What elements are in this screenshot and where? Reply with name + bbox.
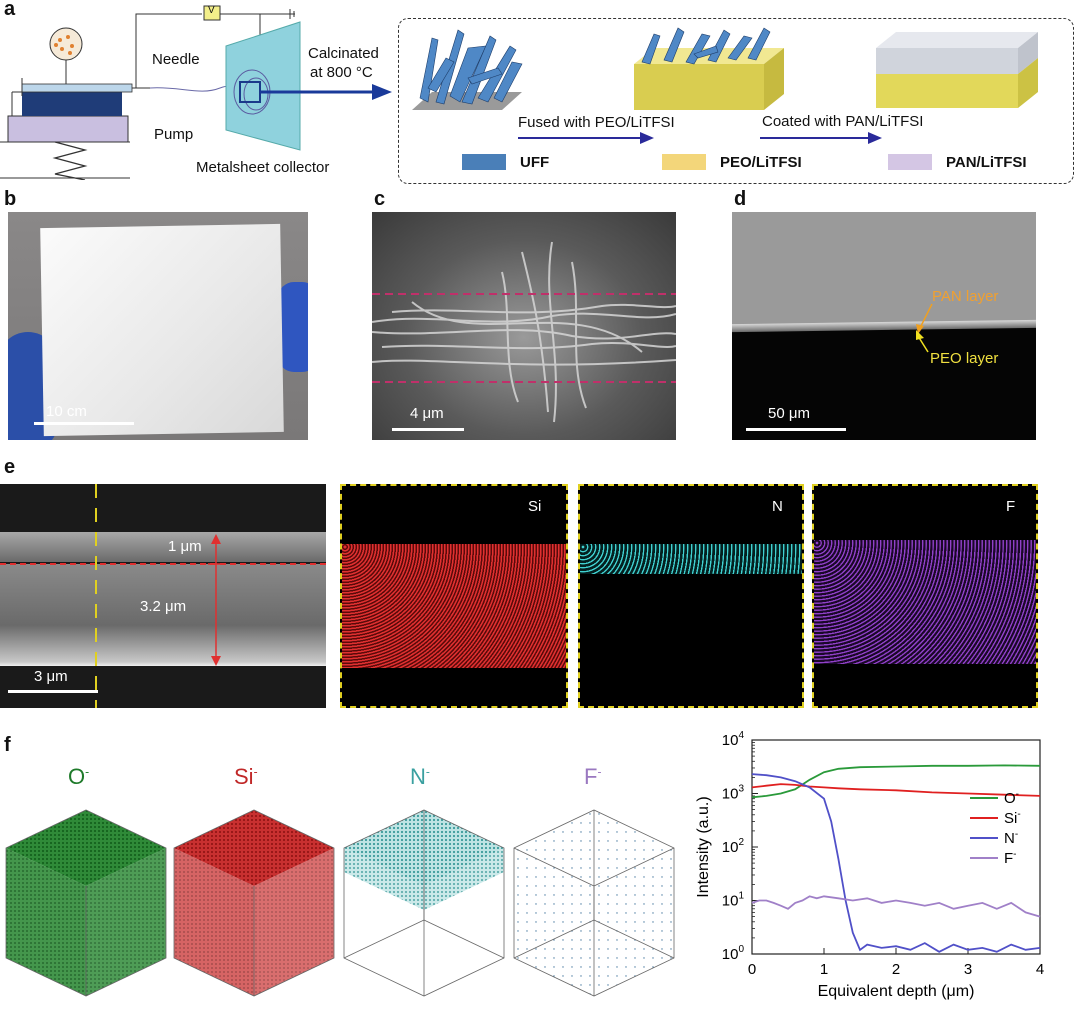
pan-layer-label: PAN layer [932, 288, 999, 305]
x-tick-label: 0 [748, 961, 756, 978]
x-tick-label: 2 [892, 961, 900, 978]
legend-label-f: F- [1004, 849, 1017, 867]
voltage-label: V [208, 5, 215, 16]
y-tick-label: 104 [722, 730, 745, 749]
cube-label-o: O- [68, 764, 90, 789]
cube-label-f: F- [584, 764, 602, 789]
cube-f [513, 809, 675, 997]
pan-layer-e [0, 532, 326, 562]
panel-label-e: e [4, 456, 16, 478]
sem-cross-section-d: PAN layer PEO layer 50 μm [732, 212, 1036, 440]
eds-map-si: Si [340, 484, 568, 708]
step2-label: Coated with PAN/LiTFSI [762, 113, 924, 130]
sem-fibers-c [372, 241, 676, 423]
panel-label-a: a [4, 0, 16, 20]
electrospinning-setup-diagram [0, 5, 392, 180]
y-tick-label: 101 [722, 891, 745, 910]
sem-fiber-image: 4 μm [372, 212, 676, 440]
membrane-photo: 10 cm [8, 212, 308, 440]
panel-label-d: d [734, 188, 747, 210]
eds-map-f: F [812, 484, 1038, 708]
scale-label-c: 4 μm [410, 405, 444, 422]
scale-label-e: 3 μm [34, 668, 68, 685]
calcinated-temp-label: at 800 °C [310, 64, 373, 81]
tof-sims-cubes [5, 809, 675, 997]
legend-label-uff: UFF [520, 154, 550, 171]
cube-label-n: N- [410, 764, 430, 789]
series-line-o [751, 764, 1041, 799]
thickness-bottom-label: 3.2 μm [140, 598, 187, 615]
panel-label-c: c [374, 188, 386, 210]
sem-cross-section-e: 1 μm 3.2 μm 3 μm [0, 484, 326, 708]
depth-profile-chart: 100 101 102 103 104 0 1 2 3 4 Equivalent depth (μm… [695, 730, 1044, 1000]
scale-label-b: 10 cm [46, 403, 87, 420]
legend-label-n: N- [1004, 829, 1018, 847]
needle-label: Needle [152, 51, 200, 68]
legend-label-si: Si- [1004, 809, 1021, 827]
eds-map-n: N [578, 484, 804, 708]
y-tick-label: 103 [722, 784, 745, 803]
legend-label-o: O- [1004, 789, 1019, 807]
peo-layer-e [0, 564, 326, 666]
collector-label: Metalsheet collector [196, 159, 330, 176]
cube-n [343, 809, 505, 997]
scale-bar-b [34, 422, 134, 425]
cube-label-si: Si- [234, 764, 258, 789]
x-tick-label: 4 [1036, 961, 1044, 978]
scale-bar-e [8, 690, 98, 693]
y-axis-label: Intensity (a.u.) [695, 796, 712, 897]
step1-label: Fused with PEO/LiTFSI [518, 114, 675, 131]
legend-label-pan: PAN/LiTFSI [946, 154, 1027, 171]
eds-label-f: F [1006, 498, 1016, 515]
cube-o [5, 809, 167, 997]
panel-label-b: b [4, 188, 17, 210]
f-signal [814, 540, 1036, 664]
panel-label-f: f [4, 734, 11, 756]
pan-region [732, 212, 1036, 326]
x-tick-label: 1 [820, 961, 828, 978]
n-signal [580, 544, 802, 574]
series-line-si [751, 783, 1041, 797]
y-tick-label: 102 [722, 837, 745, 856]
series-line-f [751, 895, 1041, 918]
eds-label-si: Si [528, 498, 542, 515]
legend-swatch-pan [888, 154, 932, 170]
legend-swatch-peo [662, 154, 706, 170]
x-axis-label: Equivalent depth (μm) [818, 983, 975, 1000]
layer-arrows [916, 303, 933, 353]
pump-label: Pump [154, 126, 194, 143]
scale-bar-d [746, 428, 846, 431]
process-illustrations [412, 27, 1038, 144]
cube-si [173, 809, 335, 997]
plot-frame [751, 739, 1041, 955]
eds-label-n: N [772, 498, 783, 515]
scale-label-d: 50 μm [768, 405, 810, 422]
scale-bar-c [392, 428, 464, 431]
x-tick-label: 3 [964, 961, 972, 978]
process-box [398, 18, 1074, 184]
calcinated-label: Calcinated [308, 45, 379, 62]
thickness-markers [0, 484, 326, 708]
legend-swatch-uff [462, 154, 506, 170]
peo-layer-label: PEO layer [930, 350, 999, 367]
thickness-top-label: 1 μm [168, 538, 202, 555]
si-signal [342, 544, 566, 668]
y-tick-label: 100 [722, 944, 745, 963]
glove-right [278, 282, 308, 372]
legend-label-peo: PEO/LiTFSI [720, 154, 802, 171]
series-line-n [751, 773, 1041, 953]
